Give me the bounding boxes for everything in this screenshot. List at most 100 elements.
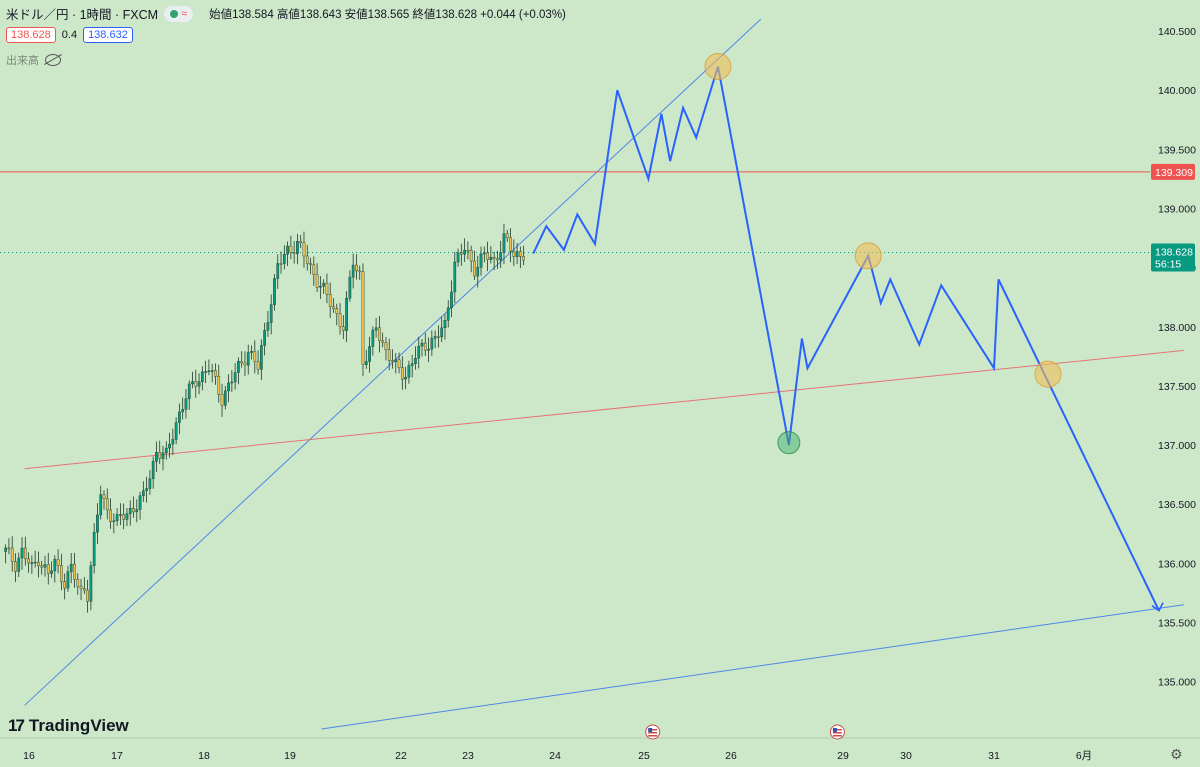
candle <box>161 445 165 471</box>
candle <box>10 536 14 572</box>
candle <box>37 551 40 578</box>
candle <box>178 403 181 435</box>
candle <box>76 573 80 595</box>
candle <box>33 550 37 568</box>
candle <box>473 250 476 281</box>
x-tick-label: 25 <box>638 750 650 762</box>
x-tick-label: 31 <box>988 750 1000 762</box>
candle <box>20 537 24 570</box>
trough-marker[interactable] <box>777 431 801 455</box>
candle <box>53 555 57 583</box>
brand-name: TradingView <box>28 716 129 735</box>
svg-text:139.309: 139.309 <box>1155 167 1193 179</box>
candle <box>345 291 348 343</box>
candle <box>423 333 427 357</box>
x-tick-label: 26 <box>725 750 737 762</box>
candle <box>384 337 388 361</box>
candle <box>79 578 83 601</box>
peak-marker[interactable] <box>1034 360 1062 388</box>
candle <box>266 310 270 337</box>
candle <box>92 523 96 574</box>
candle <box>250 345 253 360</box>
spread-value: 0.4 <box>61 29 78 41</box>
candle <box>260 339 263 380</box>
candle <box>17 552 21 578</box>
candle <box>299 235 303 249</box>
candle <box>496 250 499 269</box>
y-tick-label: 136.000 <box>1158 558 1196 570</box>
y-tick-label: 139.000 <box>1158 203 1196 215</box>
candle <box>46 552 50 585</box>
y-tick-label: 136.500 <box>1158 499 1196 511</box>
sell-price-button[interactable]: 138.628 <box>6 27 56 43</box>
candle <box>7 538 11 555</box>
forecast-path[interactable] <box>532 66 1160 612</box>
trendline-red-1[interactable] <box>24 349 1184 470</box>
candle <box>56 549 60 574</box>
candle <box>348 270 352 302</box>
economic-event-icon[interactable] <box>645 724 661 740</box>
trendline-blue-2[interactable] <box>321 604 1184 730</box>
buy-price-button[interactable]: 138.632 <box>83 27 133 43</box>
x-tick-label: 16 <box>23 750 35 762</box>
peak-marker[interactable] <box>854 242 882 270</box>
candle <box>486 241 489 272</box>
candle <box>168 432 171 458</box>
candle <box>355 254 358 280</box>
candle <box>394 353 398 374</box>
candle <box>155 441 158 472</box>
y-tick-label: 135.000 <box>1158 677 1196 689</box>
candle <box>499 240 503 268</box>
candle <box>397 352 401 374</box>
candle <box>420 338 424 357</box>
volume-label: 出来高 <box>6 55 39 67</box>
tradingview-logo[interactable]: 17 TradingView <box>8 716 129 736</box>
candle <box>509 228 512 263</box>
peak-marker[interactable] <box>704 52 732 80</box>
candle <box>443 314 447 340</box>
candle <box>256 350 260 375</box>
candle <box>374 317 378 338</box>
candle <box>414 346 417 370</box>
candle <box>30 555 34 574</box>
eye-slash-icon[interactable] <box>45 54 61 66</box>
candle <box>151 456 155 489</box>
candle <box>466 241 470 260</box>
candle <box>296 233 299 265</box>
candle <box>243 351 247 376</box>
candle <box>322 279 325 294</box>
candle <box>82 577 86 595</box>
candle <box>358 265 362 280</box>
gear-icon[interactable]: ⚙ <box>1170 746 1183 762</box>
x-tick-label: 18 <box>198 750 210 762</box>
candle <box>407 360 411 384</box>
candle <box>341 315 345 340</box>
candle <box>400 356 404 390</box>
candle <box>269 294 273 335</box>
candle <box>141 481 145 502</box>
economic-event-icon[interactable] <box>829 724 845 740</box>
candle <box>27 552 30 573</box>
tradingview-logo-icon: 17 <box>8 716 25 735</box>
symbol-title[interactable]: 米ドル／円 · 1時間 · FXCM <box>6 8 159 22</box>
y-tick-label: 137.500 <box>1158 381 1196 393</box>
volume-legend: 出来高 <box>6 52 61 68</box>
candle <box>23 536 27 566</box>
market-status-badge[interactable]: ≈ <box>164 5 194 22</box>
candle <box>417 336 421 369</box>
candle <box>204 360 207 384</box>
candle <box>184 389 188 419</box>
candle <box>109 498 112 529</box>
candle <box>292 241 296 264</box>
candle <box>138 491 142 520</box>
bar-countdown: 56:15 <box>1155 258 1181 270</box>
candle <box>364 349 368 369</box>
approx-icon: ≈ <box>181 7 188 20</box>
candle <box>102 490 106 510</box>
x-tick-label: 23 <box>462 750 474 762</box>
candle <box>223 386 227 410</box>
candle <box>312 256 316 286</box>
